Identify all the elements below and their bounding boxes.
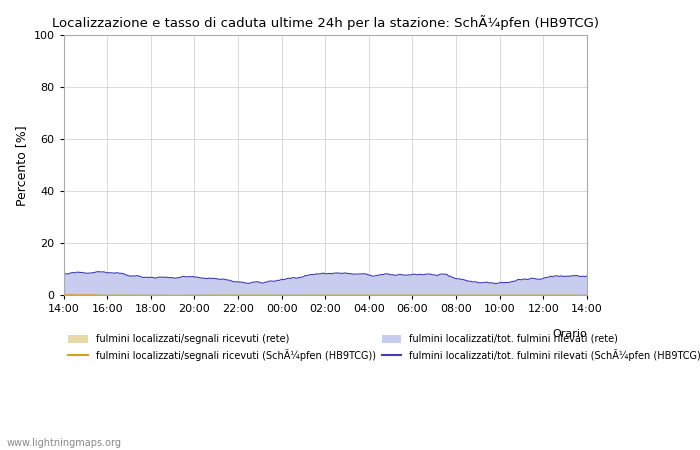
Title: Localizzazione e tasso di caduta ultime 24h per la stazione: SchÃ¼pfen (HB9TCG): Localizzazione e tasso di caduta ultime … — [52, 15, 598, 30]
Text: Orario: Orario — [552, 329, 587, 339]
Legend: fulmini localizzati/segnali ricevuti (rete), fulmini localizzati/segnali ricevut: fulmini localizzati/segnali ricevuti (re… — [69, 334, 700, 361]
Y-axis label: Percento [%]: Percento [%] — [15, 125, 28, 206]
Text: www.lightningmaps.org: www.lightningmaps.org — [7, 438, 122, 448]
